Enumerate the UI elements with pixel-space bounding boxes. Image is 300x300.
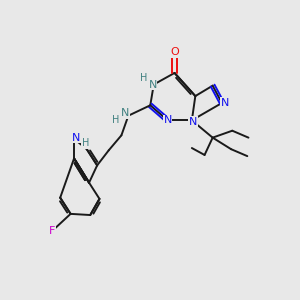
Text: H: H (140, 73, 148, 83)
Text: N: N (148, 80, 157, 89)
Text: F: F (49, 226, 55, 236)
Text: N: N (164, 115, 172, 125)
Text: N: N (72, 133, 80, 142)
Text: H: H (82, 138, 89, 148)
Text: O: O (170, 47, 179, 57)
Text: N: N (189, 117, 197, 127)
Text: N: N (220, 98, 229, 108)
Text: N: N (121, 108, 129, 118)
Text: H: H (112, 115, 119, 125)
